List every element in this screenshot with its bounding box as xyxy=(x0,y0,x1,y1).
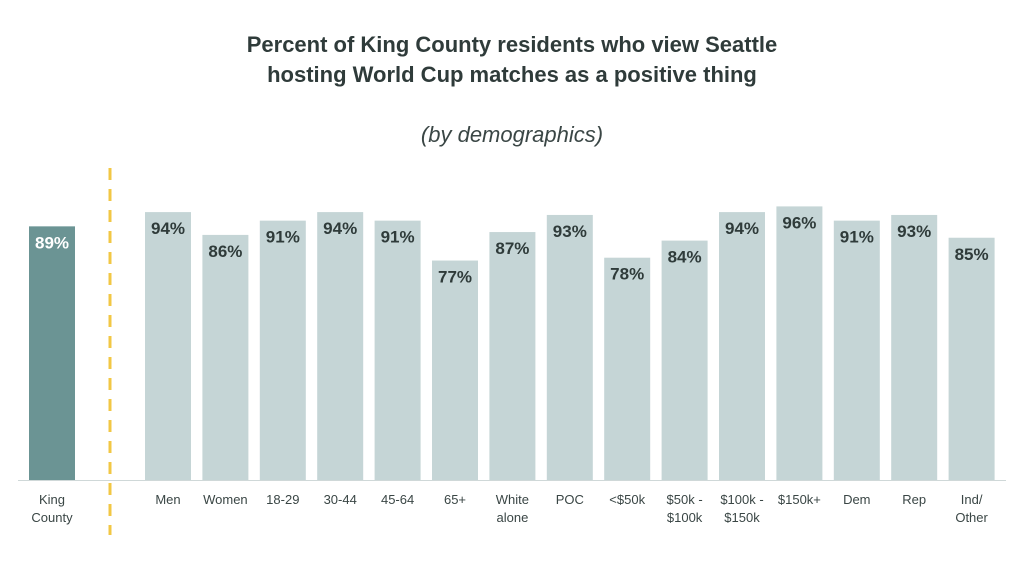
value-label-1: 94% xyxy=(151,219,185,238)
category-label-0-line-1: King xyxy=(39,492,65,507)
value-label-13: 91% xyxy=(840,228,874,247)
bar-9 xyxy=(604,257,651,480)
value-label-9: 78% xyxy=(610,265,644,284)
bar-5 xyxy=(374,220,421,480)
category-label-2: Women xyxy=(203,492,248,507)
bar-7 xyxy=(489,232,536,480)
value-label-8: 93% xyxy=(553,222,587,241)
category-label-4: 30-44 xyxy=(324,492,357,507)
value-label-5: 91% xyxy=(381,228,415,247)
value-label-14: 93% xyxy=(897,222,931,241)
bar-4 xyxy=(317,212,364,480)
chart-title-line-2: hosting World Cup matches as a positive … xyxy=(267,62,757,87)
value-label-7: 87% xyxy=(495,239,529,258)
category-label-6: 65+ xyxy=(444,492,466,507)
value-label-2: 86% xyxy=(208,242,242,261)
category-label-10-line-1: $50k - xyxy=(667,492,703,507)
bar-2 xyxy=(202,234,249,480)
category-label-15-line-2: Other xyxy=(955,510,988,525)
chart-title: Percent of King County residents who vie… xyxy=(0,30,1024,90)
value-label-0: 89% xyxy=(35,233,69,252)
category-label-7-line-2: alone xyxy=(496,510,528,525)
category-label-8: POC xyxy=(556,492,584,507)
bar-10 xyxy=(661,240,708,480)
value-label-3: 91% xyxy=(266,228,300,247)
category-label-10-line-2: $100k xyxy=(667,510,703,525)
bar-0 xyxy=(29,226,75,480)
chart-title-line-1: Percent of King County residents who vie… xyxy=(246,32,778,57)
category-label-14: Rep xyxy=(902,492,926,507)
category-label-11-line-2: $150k xyxy=(724,510,760,525)
chart-subtitle: (by demographics) xyxy=(420,122,604,147)
bar-14 xyxy=(891,214,938,480)
category-label-13: Dem xyxy=(843,492,870,507)
bar-11 xyxy=(719,212,765,480)
category-label-7-line-1: White xyxy=(496,492,529,507)
category-label-9: <$50k xyxy=(609,492,645,507)
category-label-1: Men xyxy=(155,492,180,507)
category-label-12: $150k+ xyxy=(778,492,821,507)
bar-3 xyxy=(259,220,306,480)
bar-15 xyxy=(948,237,995,480)
bar-13 xyxy=(833,220,880,480)
bar-6 xyxy=(432,260,478,480)
category-label-15-line-1: Ind/ xyxy=(961,492,983,507)
bar-12 xyxy=(776,206,823,480)
category-label-3: 18-29 xyxy=(266,492,299,507)
value-label-11: 94% xyxy=(725,219,759,238)
value-label-12: 96% xyxy=(782,213,816,232)
value-label-15: 85% xyxy=(955,245,989,264)
bar-1 xyxy=(145,212,191,480)
category-label-5: 45-64 xyxy=(381,492,414,507)
value-label-10: 84% xyxy=(668,248,702,267)
bar-8 xyxy=(546,214,593,480)
value-label-6: 77% xyxy=(438,268,472,287)
category-label-11-line-1: $100k - xyxy=(720,492,763,507)
value-label-4: 94% xyxy=(323,219,357,238)
category-label-0-line-2: County xyxy=(31,510,73,525)
